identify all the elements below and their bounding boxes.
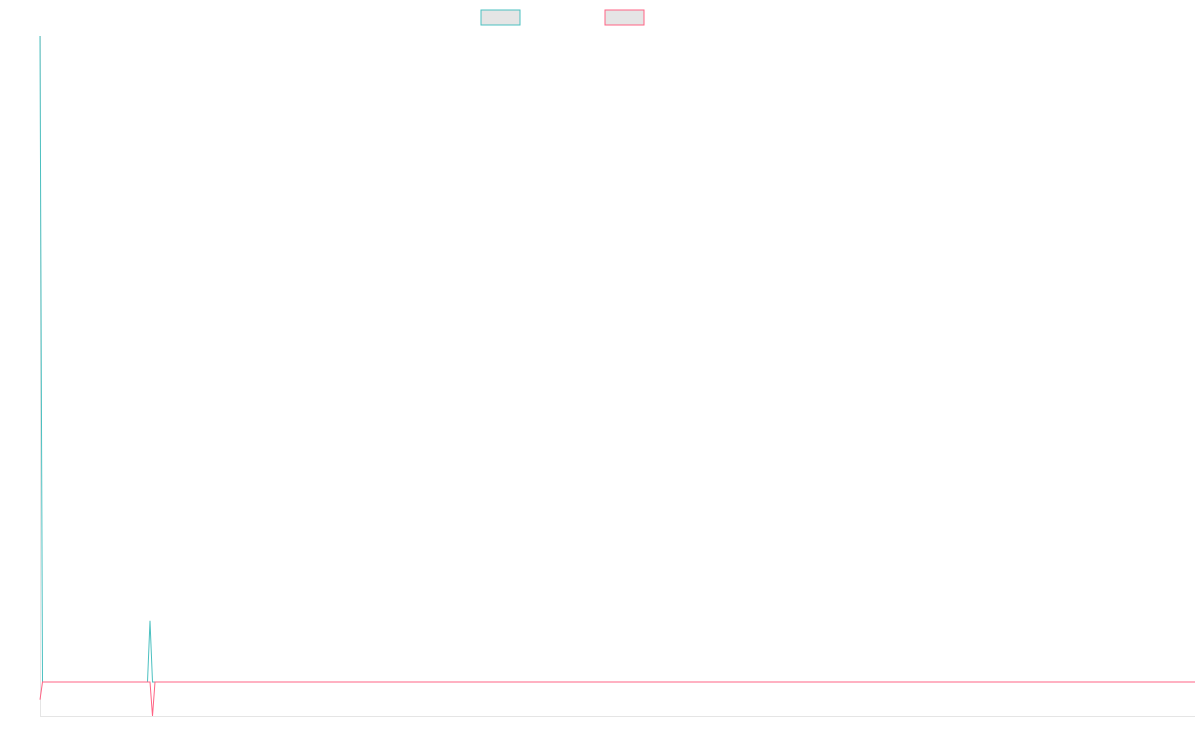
series-line-1 xyxy=(39,35,1195,683)
legend-swatch-2[interactable] xyxy=(604,9,645,26)
legend-swatch-1[interactable] xyxy=(480,9,521,26)
series-group xyxy=(39,35,1195,717)
series-line-2 xyxy=(39,681,1195,717)
legend xyxy=(480,9,645,26)
